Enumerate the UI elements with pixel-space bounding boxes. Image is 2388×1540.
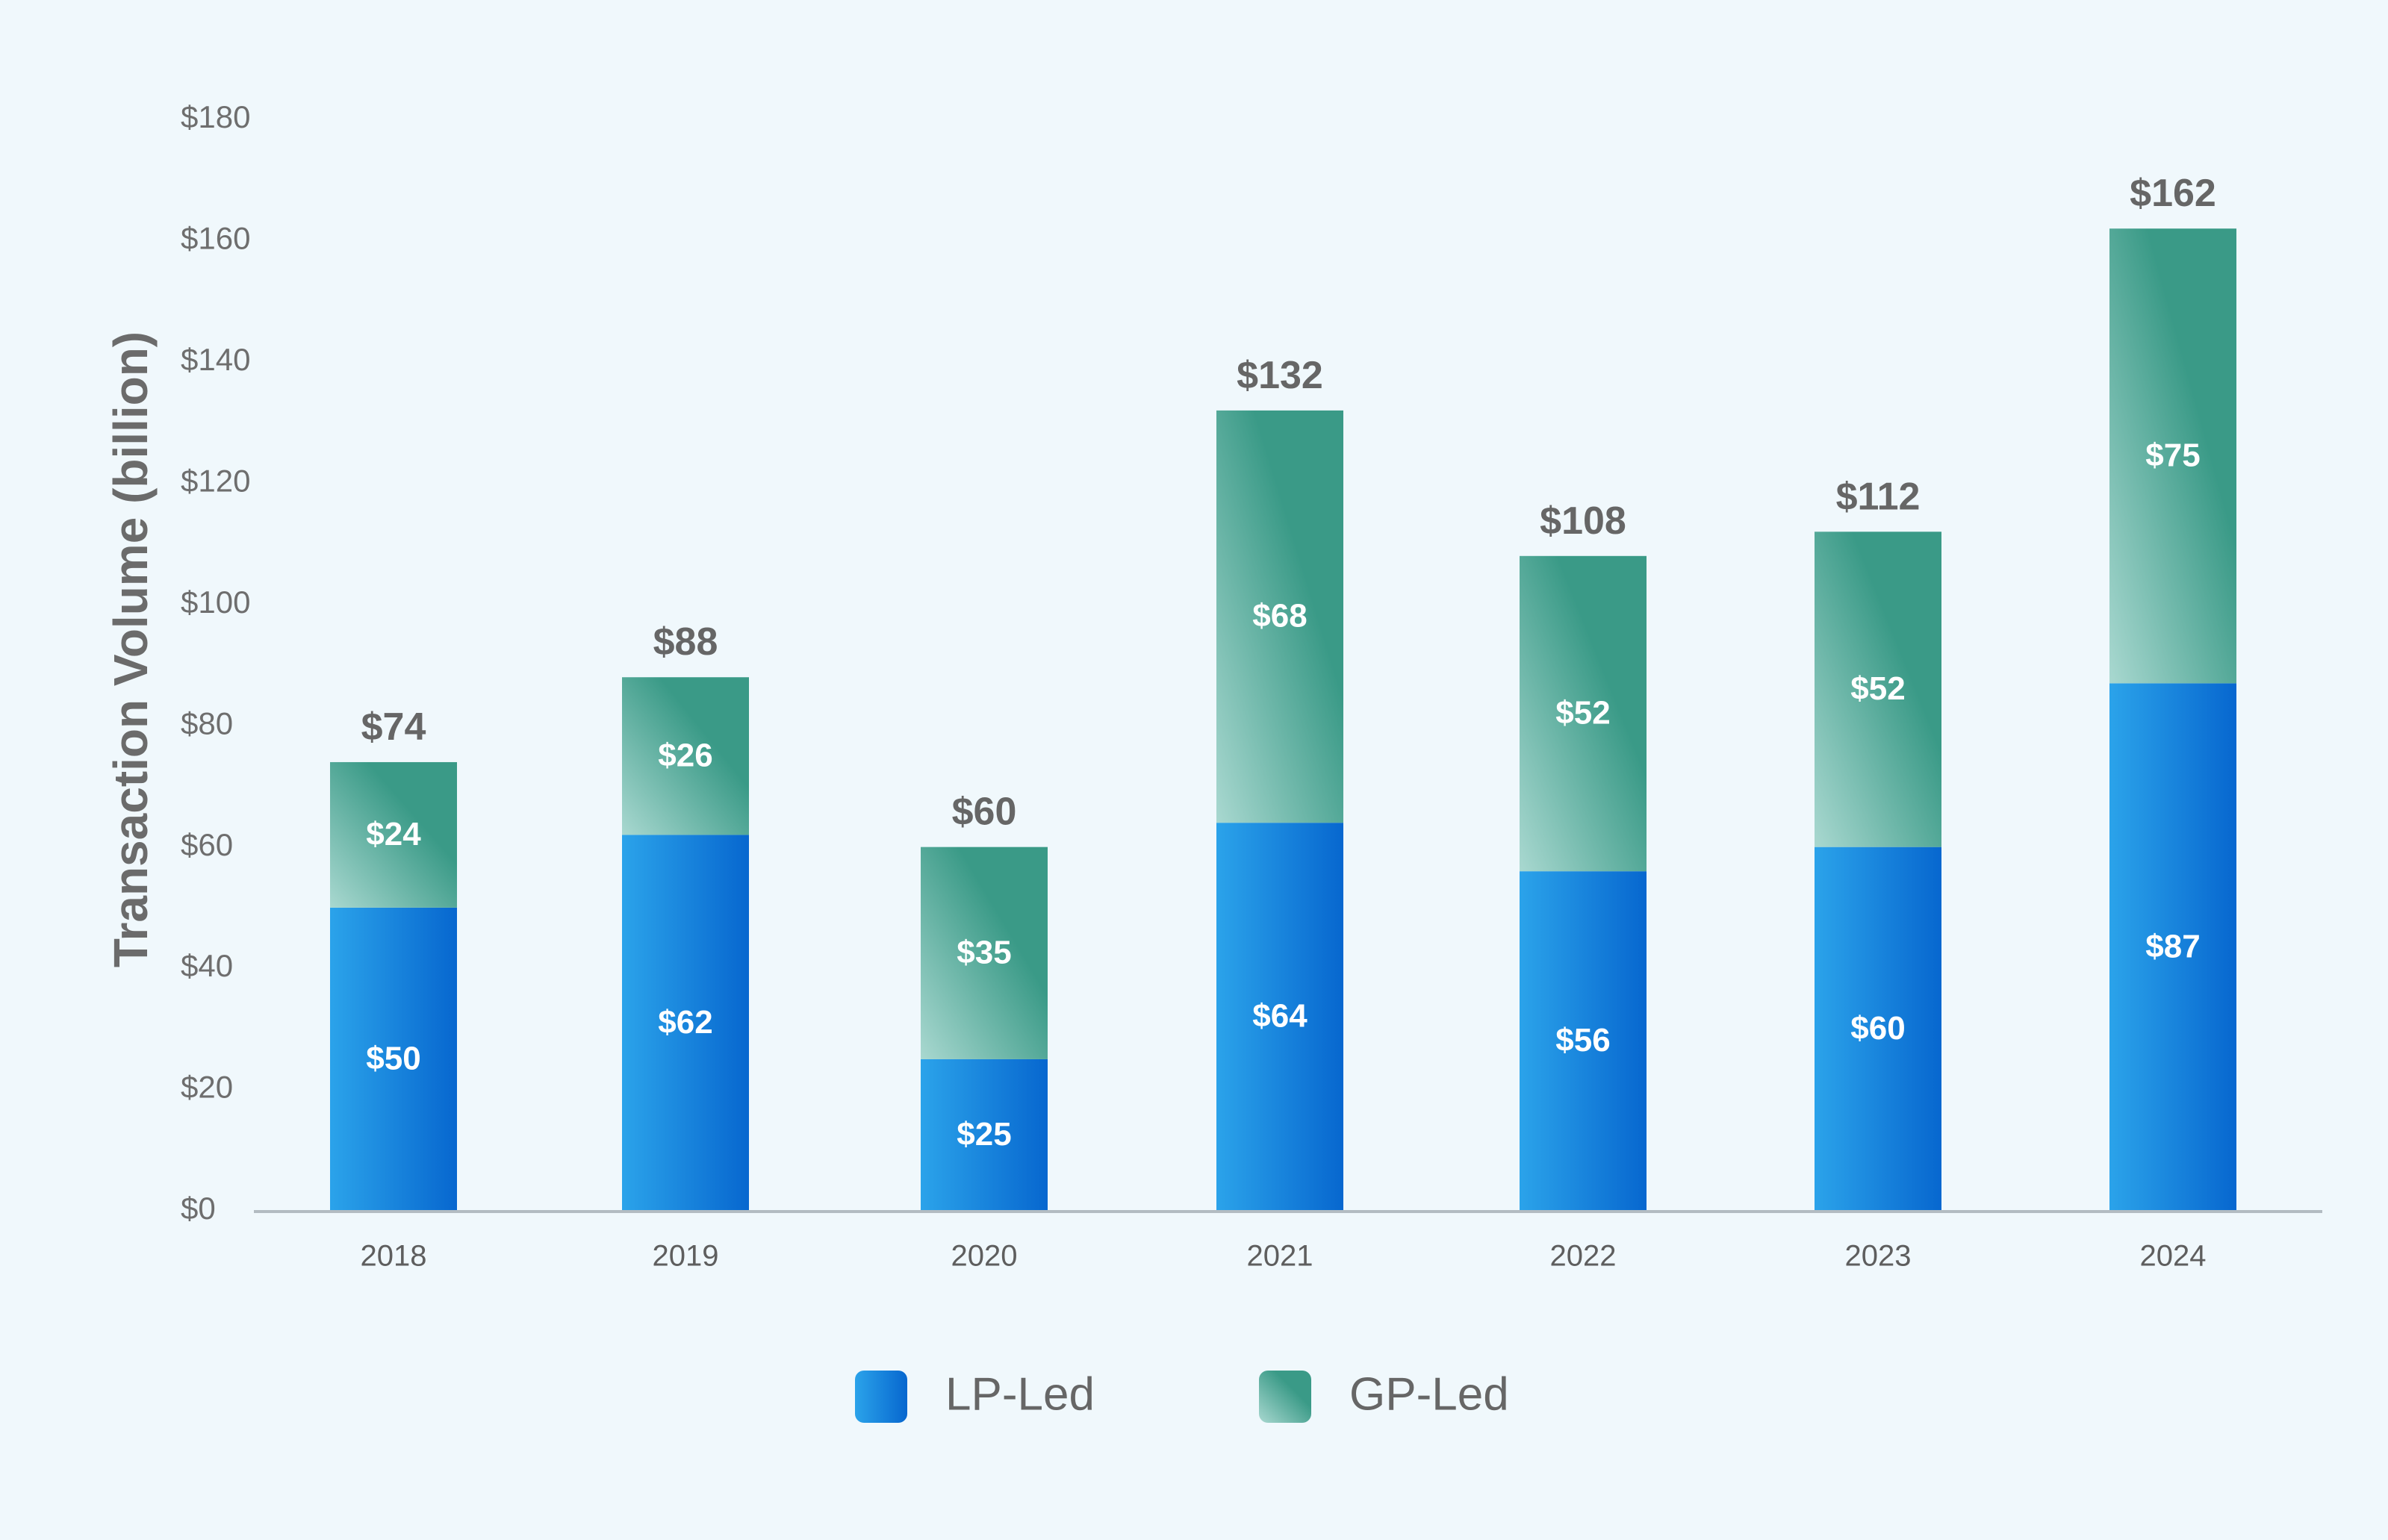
bar-value-label-gp-led: $35	[957, 934, 1011, 970]
bar-segment-lp-led	[622, 835, 749, 1211]
y-tick-label: $80	[181, 705, 233, 741]
y-tick-label: $0	[181, 1191, 216, 1226]
bar-segment-gp-led	[2109, 228, 2236, 684]
bar-segment-gp-led	[921, 847, 1048, 1059]
x-tick-label: 2020	[951, 1240, 1018, 1273]
bar-segment-lp-led	[1815, 847, 1941, 1211]
bar-value-label-lp-led: $62	[658, 1004, 712, 1041]
bar-segment-gp-led	[622, 677, 749, 835]
bar-value-label-gp-led: $68	[1252, 598, 1307, 635]
bar-value-label-gp-led: $26	[658, 737, 712, 773]
y-tick-label: $140	[181, 342, 250, 377]
bar-segment-gp-led	[1216, 410, 1343, 823]
bar-segment-lp-led	[921, 1059, 1048, 1211]
bar-value-label-lp-led: $50	[366, 1041, 420, 1077]
legend-swatch-lp-led	[855, 1371, 907, 1423]
y-tick-label: $100	[181, 584, 250, 620]
bar-total-label: $162	[2130, 172, 2216, 215]
bar-segment-lp-led	[1216, 823, 1343, 1211]
bar-total-label: $132	[1237, 354, 1323, 397]
bar-total-label: $108	[1540, 499, 1626, 543]
y-tick-label: $20	[181, 1070, 233, 1105]
bar-value-label-gp-led: $24	[366, 816, 421, 852]
y-tick-label: $120	[181, 463, 250, 498]
y-tick-label: $60	[181, 827, 233, 862]
bar-value-label-lp-led: $87	[2145, 928, 2200, 964]
x-tick-label: 2021	[1247, 1240, 1313, 1273]
bar-value-label-gp-led: $75	[2145, 437, 2200, 473]
bar-total-label: $112	[1836, 475, 1921, 518]
bar-value-label-gp-led: $52	[1850, 670, 1905, 707]
bar-value-label-lp-led: $25	[957, 1116, 1011, 1153]
bar-segment-lp-led	[1520, 871, 1647, 1211]
legend-label-gp-led: GP-Led	[1349, 1368, 1509, 1420]
bar-value-label-lp-led: $60	[1850, 1010, 1905, 1047]
x-tick-label: 2018	[361, 1240, 427, 1273]
x-tick-label: 2023	[1845, 1240, 1912, 1273]
bar-total-label: $88	[653, 620, 718, 664]
bar-value-label-lp-led: $56	[1555, 1022, 1610, 1059]
y-tick-label: $180	[181, 99, 250, 134]
legend-label-lp-led: LP-Led	[945, 1368, 1095, 1420]
x-tick-label: 2022	[1550, 1240, 1617, 1273]
x-tick-label: 2019	[653, 1240, 719, 1273]
bar-segment-gp-led	[330, 761, 457, 908]
y-tick-label: $40	[181, 948, 233, 983]
bar-value-label-lp-led: $64	[1252, 998, 1308, 1035]
x-tick-label: 2024	[2140, 1240, 2207, 1273]
bar-total-label: $60	[952, 791, 1017, 834]
bar-segment-gp-led	[1520, 555, 1647, 872]
legend-swatch-gp-led	[1259, 1371, 1311, 1423]
bar-value-label-gp-led: $52	[1555, 695, 1610, 732]
y-tick-label: $160	[181, 221, 250, 256]
bar-segment-lp-led	[2109, 683, 2236, 1211]
bar-segment-lp-led	[330, 907, 457, 1211]
y-axis-title: Transaction Volume (billion)	[104, 331, 158, 967]
bar-segment-gp-led	[1815, 531, 1941, 847]
bar-total-label: $74	[361, 705, 426, 749]
